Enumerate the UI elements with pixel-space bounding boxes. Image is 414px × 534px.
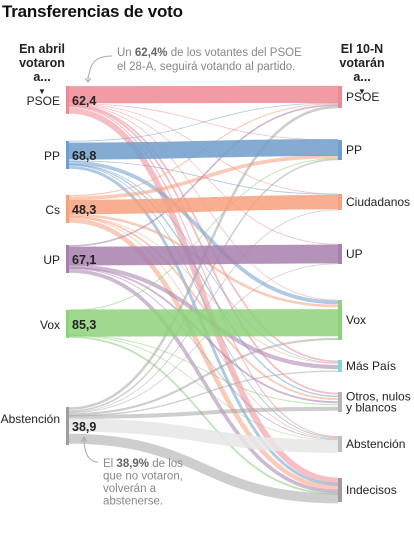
flow-abst-to-otros <box>68 406 339 419</box>
source-value-cs: 48,3 <box>72 203 96 217</box>
left-column-header: En abril votaron a... ▼ <box>10 42 74 99</box>
annotation-abstention: abstenerse. <box>103 496 163 508</box>
flow-cs-to-pp <box>68 154 339 201</box>
right-column-header: El 10-N votarán a... ▼ <box>337 42 387 99</box>
annotations: Un 62,4% de los votantes del PSOE el 28-A… <box>80 47 302 508</box>
destination-node-psoe <box>338 86 342 108</box>
source-value-abst: 38,9 <box>72 420 96 434</box>
flow-abst-to-up <box>68 263 339 414</box>
annotation-psoe: Un 62,4% de los votantes del PSOE <box>117 47 302 59</box>
right-header-line-1: El 10-N <box>340 42 384 56</box>
source-node-abst <box>66 407 69 445</box>
flow-psoe-to-indec <box>68 107 339 484</box>
caret-down-icon: ▼ <box>38 87 46 96</box>
flow-up-to-abst <box>68 267 339 440</box>
flow-abst-to-abst <box>68 418 339 453</box>
labels: PSOE 62,4 PP 68,8 Cs 48,3 UP 67,1 Vox 85,3 Abstenc… <box>1 90 411 497</box>
annotation-abstention: que no votaron, <box>103 471 183 483</box>
annotation-abstention: El 38,9% de los <box>103 458 183 470</box>
destination-node-pp <box>338 140 342 160</box>
nodes <box>66 86 342 502</box>
flow-up-to-indec <box>68 269 339 494</box>
flow-up-to-up <box>68 244 339 266</box>
annotation-pointer-bottom <box>83 437 99 463</box>
flow-links <box>68 85 339 504</box>
left-header-line-1: En abril <box>19 42 65 56</box>
destination-node-otros <box>338 392 342 412</box>
arrow-icon <box>80 436 88 443</box>
destination-label-indec: Indecisos <box>346 483 397 497</box>
flow-up-to-psoe <box>68 104 339 247</box>
source-node-cs <box>66 195 69 223</box>
flow-abst-to-indec <box>68 433 339 504</box>
source-label-pp: PP <box>44 149 60 163</box>
left-header-line-2: votaron a... <box>19 56 65 84</box>
flow-cs-to-otros <box>68 215 339 401</box>
chart-title: Transferencias de voto <box>2 2 183 21</box>
flow-cs-to-cs <box>68 194 339 215</box>
destination-node-up <box>338 244 342 264</box>
source-label-vox: Vox <box>40 318 60 332</box>
flow-vox-to-abst <box>68 335 339 441</box>
source-node-psoe <box>66 86 69 114</box>
arrow-icon <box>84 76 92 83</box>
source-node-vox <box>66 310 69 338</box>
destination-label-otros: y blancos <box>346 401 397 415</box>
flow-pp-to-otros <box>68 163 339 398</box>
annotation-abstention: volverán a <box>103 483 157 495</box>
destination-label-abst: Abstención <box>346 437 405 451</box>
source-label-abst: Abstención <box>1 412 60 426</box>
right-header-line-2: votarán a... <box>339 56 385 84</box>
flow-abst-to-vox <box>68 337 339 416</box>
flow-abst-to-mp <box>68 370 339 417</box>
flow-psoe-to-abst <box>68 106 339 438</box>
annotation-psoe: el 28-A, seguirá votando al partido. <box>117 61 295 73</box>
source-value-vox: 85,3 <box>72 318 96 332</box>
destination-label-mp: Más País <box>346 359 396 373</box>
flow-vox-to-otros <box>68 334 339 406</box>
destination-node-cs <box>338 194 342 210</box>
flow-vox-to-pp <box>68 158 339 312</box>
flow-vox-to-indec <box>68 335 339 495</box>
source-node-up <box>66 245 69 273</box>
destination-node-indec <box>338 478 342 502</box>
destination-node-mp <box>338 360 342 372</box>
destination-label-otros: Otros, nulos <box>346 390 411 404</box>
source-node-pp <box>66 141 69 169</box>
flow-cs-to-mp <box>68 215 339 364</box>
source-label-cs: Cs <box>45 203 60 217</box>
caret-down-icon: ▼ <box>358 87 366 96</box>
source-value-up: 67,1 <box>72 253 96 267</box>
destination-label-pp: PP <box>346 143 362 157</box>
source-value-pp: 68,8 <box>72 149 96 163</box>
flow-pp-to-pp <box>68 139 339 160</box>
destination-node-vox <box>338 300 342 340</box>
flow-pp-to-psoe <box>68 102 339 142</box>
source-value-psoe: 62,4 <box>72 94 96 108</box>
flow-psoe-to-up <box>68 103 339 245</box>
flow-pp-to-abst <box>68 164 339 439</box>
destination-label-psoe: PSOE <box>346 90 379 104</box>
flow-pp-to-vox <box>68 160 339 305</box>
destination-node-abst <box>338 436 342 452</box>
destination-label-up: UP <box>346 247 363 261</box>
source-label-psoe: PSOE <box>27 94 60 108</box>
destination-label-cs: Ciudadanos <box>346 195 410 209</box>
source-label-up: UP <box>43 253 60 267</box>
annotation-pointer-top <box>87 55 113 81</box>
destination-label-vox: Vox <box>346 313 366 327</box>
flow-abst-to-pp <box>68 158 339 412</box>
